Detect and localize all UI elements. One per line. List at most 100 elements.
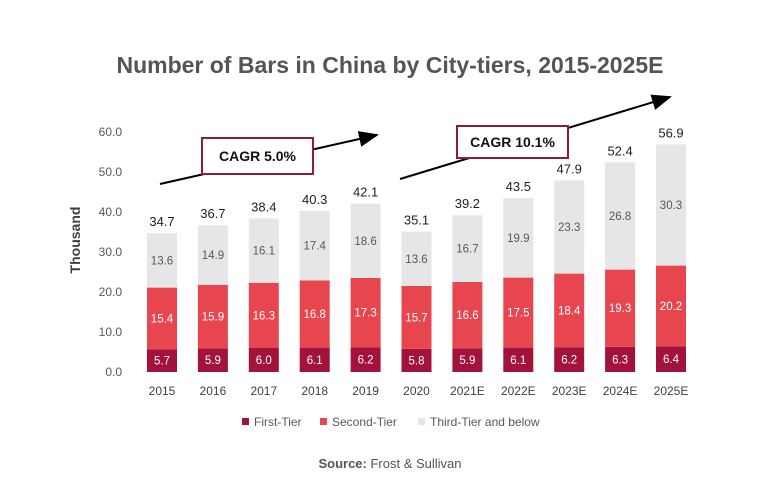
y-tick-label: 50.0 [99,165,123,179]
bar-first-tier [554,347,585,372]
bar-second-tier [503,277,534,348]
legend-swatch [320,418,327,425]
data-label: 17.5 [507,308,529,320]
total-label: 39.2 [455,196,480,211]
data-label: 17.4 [304,241,327,253]
data-label: 5.9 [205,355,221,367]
bar-second-tier [299,280,330,348]
bar-third-tier-and-below [299,210,330,281]
x-tick-label: 2019 [352,384,379,398]
source-text: Frost & Sullivan [366,456,462,471]
legend-label: Second-Tier [332,415,397,429]
data-label: 15.7 [405,312,427,324]
bar-first-tier [452,348,483,372]
bar-third-tier-and-below [248,218,279,283]
y-tick-label: 30.0 [99,245,123,259]
data-label: 17.3 [354,308,376,320]
data-label: 6.3 [612,354,628,366]
x-tick-label: 2022E [501,384,536,398]
x-tick-label: 2016 [200,384,227,398]
total-label: 38.4 [251,199,276,214]
data-label: 30.3 [660,200,682,212]
total-label: 36.7 [200,206,225,221]
total-label: 35.1 [404,213,429,228]
bar-third-tier-and-below [554,180,585,274]
data-label: 18.4 [558,305,581,317]
bar-second-tier [248,282,279,348]
data-label: 5.8 [409,355,425,367]
total-label: 52.4 [607,143,632,158]
bar-second-tier [147,287,177,350]
x-tick-label: 2025E [654,384,689,398]
bar-third-tier-and-below [350,203,381,278]
data-label: 5.7 [154,356,170,368]
cagr-label: CAGR 5.0% [219,148,297,164]
source-note: Source: Frost & Sullivan [0,456,780,471]
data-label: 26.8 [609,211,631,223]
bar-first-tier [401,348,432,372]
bar-third-tier-and-below [605,162,636,270]
source-label: Source: [318,456,367,471]
total-label: 43.5 [506,179,531,194]
bar-second-tier [554,273,585,348]
y-tick-label: 10.0 [99,325,123,339]
bar-second-tier [605,269,636,347]
y-tick-label: 20.0 [99,285,123,299]
bar-third-tier-and-below [656,144,686,266]
total-label: 34.7 [149,214,174,229]
bar-second-tier [401,286,432,349]
data-label: 16.1 [253,246,275,258]
data-label: 6.2 [358,355,374,367]
bar-third-tier-and-below [401,231,432,286]
total-label: 47.9 [557,161,582,176]
data-label: 6.1 [510,355,526,367]
data-label: 13.6 [151,255,173,267]
y-axis-label: Thousand [67,207,83,274]
x-tick-label: 2023E [552,384,587,398]
data-label: 16.8 [304,309,326,321]
cagr-label: CAGR 10.1% [470,134,555,150]
x-tick-label: 2017 [250,384,277,398]
legend-label: First-Tier [254,415,302,429]
bar-second-tier [656,265,686,347]
y-tick-label: 60.0 [99,125,123,139]
x-tick-label: 2015 [149,384,176,398]
total-label: 40.3 [302,192,327,207]
bar-first-tier [248,348,279,372]
data-label: 6.2 [561,355,577,367]
bar-second-tier [197,284,228,349]
data-label: 16.7 [456,244,478,256]
x-tick-label: 2021E [450,384,485,398]
x-tick-label: 2024E [603,384,638,398]
y-tick-label: 0.0 [105,365,122,379]
data-label: 5.9 [459,355,475,367]
legend-swatch [418,418,425,425]
bar-first-tier [299,347,330,372]
bar-first-tier [656,346,686,372]
bar-third-tier-and-below [503,198,534,278]
data-label: 6.0 [256,355,272,367]
bar-first-tier [147,349,177,372]
data-label: 13.6 [405,254,427,266]
cagr-box [456,125,569,159]
cagr-box [201,137,314,175]
bar-first-tier [605,346,636,372]
x-tick-label: 2018 [301,384,328,398]
data-label: 15.9 [202,312,224,324]
data-label: 15.4 [151,313,174,325]
x-tick-label: 2020 [403,384,430,398]
data-label: 20.2 [660,301,682,313]
bar-third-tier-and-below [197,225,228,285]
total-label: 42.1 [353,185,378,200]
legend-label: Third-Tier and below [430,415,540,429]
data-label: 6.1 [307,355,323,367]
bar-third-tier-and-below [452,215,483,282]
bar-first-tier [503,347,534,372]
bar-first-tier [350,347,381,372]
bar-second-tier [350,278,381,348]
data-label: 19.9 [507,233,529,245]
data-label: 16.6 [456,310,478,322]
y-tick-label: 40.0 [99,205,123,219]
